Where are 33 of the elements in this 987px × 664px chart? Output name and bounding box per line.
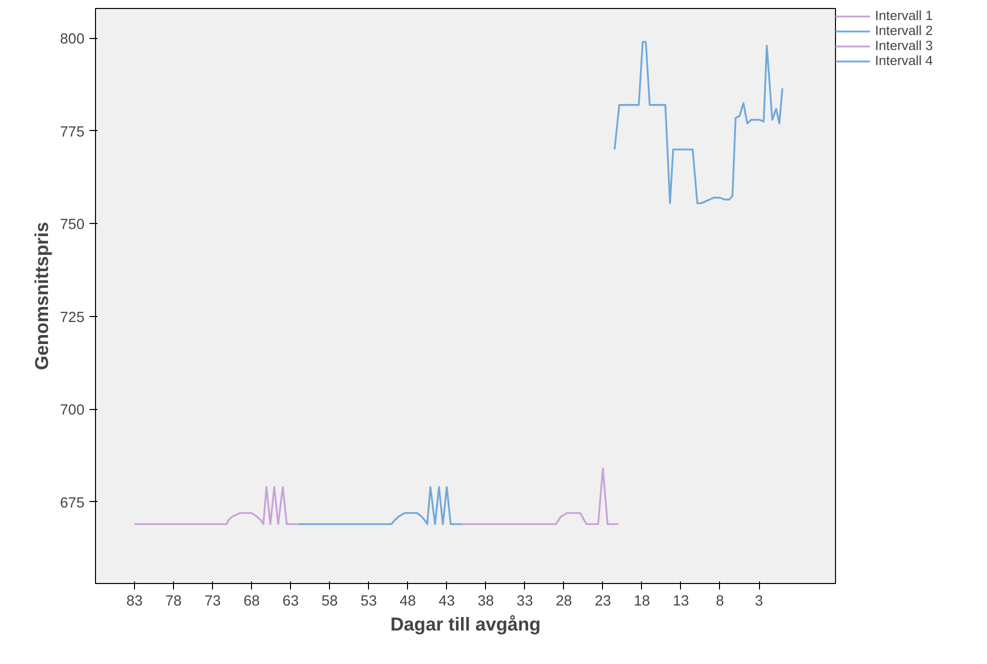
y-axis-title: Genomsnittspris: [31, 222, 52, 370]
line-series: [298, 486, 464, 526]
x-tick-label: 18: [634, 594, 650, 610]
y-tick-label: 700: [60, 402, 85, 419]
line-series: [461, 468, 620, 526]
legend-label: Intervall 1: [875, 8, 933, 23]
x-tick-label: 48: [400, 594, 416, 610]
x-tick-label: 28: [556, 594, 572, 610]
x-axis-title: Dagar till avgång: [390, 614, 541, 634]
y-tick-label: 675: [60, 495, 85, 512]
x-tick-label: 78: [165, 594, 182, 610]
x-tick-label: 58: [322, 594, 338, 610]
x-tick-label: 33: [516, 594, 533, 610]
y-tick-label: 750: [60, 217, 85, 234]
legend-label: Intervall 3: [875, 38, 933, 53]
x-tick-label: 73: [204, 594, 221, 610]
line-series: [614, 40, 784, 204]
x-tick-label: 13: [672, 594, 690, 610]
x-tick-label: 43: [438, 594, 455, 610]
x-tick-label: 38: [478, 594, 494, 610]
x-tick-label: 83: [126, 594, 143, 610]
x-tick-label: 23: [594, 594, 612, 610]
x-tick-label: 3: [754, 594, 764, 610]
x-tick-label: 63: [282, 594, 299, 610]
x-tick-label: 53: [360, 594, 377, 610]
legend-label: Intervall 4: [875, 53, 933, 68]
y-tick-label: 775: [60, 124, 85, 140]
line-series: [134, 486, 300, 526]
y-tick-label: 725: [60, 310, 85, 326]
x-tick-label: 68: [243, 594, 260, 610]
y-tick-label: 800: [60, 32, 85, 48]
x-tick-label: 8: [716, 594, 724, 610]
legend-label: Intervall 2: [875, 23, 933, 38]
